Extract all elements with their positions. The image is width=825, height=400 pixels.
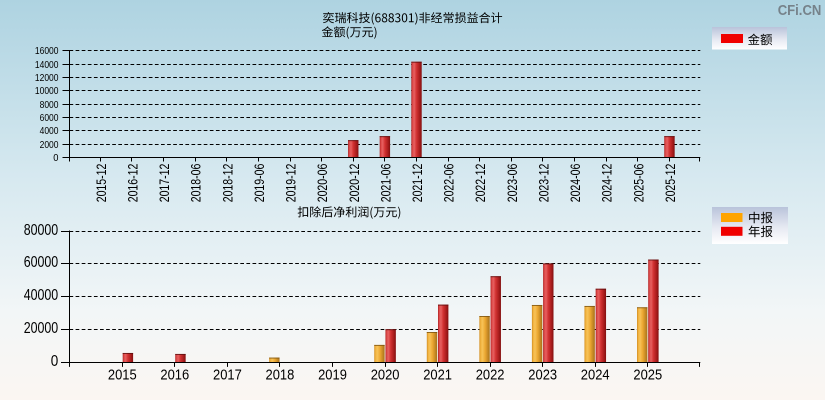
- svg-text:2024: 2024: [581, 368, 610, 384]
- svg-text:2022-12: 2022-12: [472, 163, 488, 202]
- svg-text:0: 0: [51, 353, 59, 370]
- svg-text:6000: 6000: [40, 113, 59, 124]
- svg-text:2000: 2000: [40, 140, 59, 151]
- svg-text:2020: 2020: [371, 368, 400, 384]
- svg-text:2022-06: 2022-06: [441, 163, 457, 202]
- svg-text:2018-12: 2018-12: [219, 163, 235, 202]
- svg-text:2019-06: 2019-06: [251, 163, 267, 202]
- svg-text:16000: 16000: [35, 46, 59, 57]
- svg-text:2022: 2022: [476, 368, 505, 384]
- svg-text:2016-12: 2016-12: [124, 163, 140, 202]
- svg-text:2024-06: 2024-06: [567, 163, 583, 202]
- svg-text:4000: 4000: [40, 126, 59, 137]
- svg-text:2025-12: 2025-12: [662, 163, 678, 202]
- svg-text:80000: 80000: [24, 222, 59, 239]
- svg-text:2016: 2016: [160, 368, 189, 384]
- svg-text:2025: 2025: [633, 368, 662, 384]
- svg-text:2020-06: 2020-06: [314, 163, 330, 202]
- svg-text:2018-06: 2018-06: [188, 163, 204, 202]
- svg-text:12000: 12000: [35, 73, 59, 84]
- svg-text:2019-12: 2019-12: [283, 163, 299, 202]
- svg-text:2017: 2017: [213, 368, 242, 384]
- svg-text:0: 0: [53, 153, 59, 164]
- svg-text:2020-12: 2020-12: [346, 163, 362, 202]
- svg-text:20000: 20000: [24, 320, 59, 337]
- svg-text:8000: 8000: [40, 100, 59, 111]
- svg-text:2017-12: 2017-12: [156, 163, 172, 202]
- svg-text:2025-06: 2025-06: [630, 163, 646, 202]
- svg-text:14000: 14000: [35, 60, 59, 71]
- svg-text:60000: 60000: [24, 254, 59, 271]
- svg-text:2023-06: 2023-06: [504, 163, 520, 202]
- svg-text:2019: 2019: [318, 368, 347, 384]
- svg-text:2024-12: 2024-12: [599, 163, 615, 202]
- svg-text:2023: 2023: [528, 368, 557, 384]
- svg-text:10000: 10000: [35, 86, 59, 97]
- svg-text:2015-12: 2015-12: [93, 163, 109, 202]
- svg-text:2018: 2018: [266, 368, 295, 384]
- svg-text:2021-12: 2021-12: [409, 163, 425, 202]
- svg-text:2021-06: 2021-06: [377, 163, 393, 202]
- svg-text:40000: 40000: [24, 287, 59, 304]
- svg-text:2021: 2021: [423, 368, 452, 384]
- svg-text:CFi.CN: CFi.CN: [778, 3, 822, 19]
- svg-text:2023-12: 2023-12: [536, 163, 552, 202]
- svg-text:2015: 2015: [108, 368, 137, 384]
